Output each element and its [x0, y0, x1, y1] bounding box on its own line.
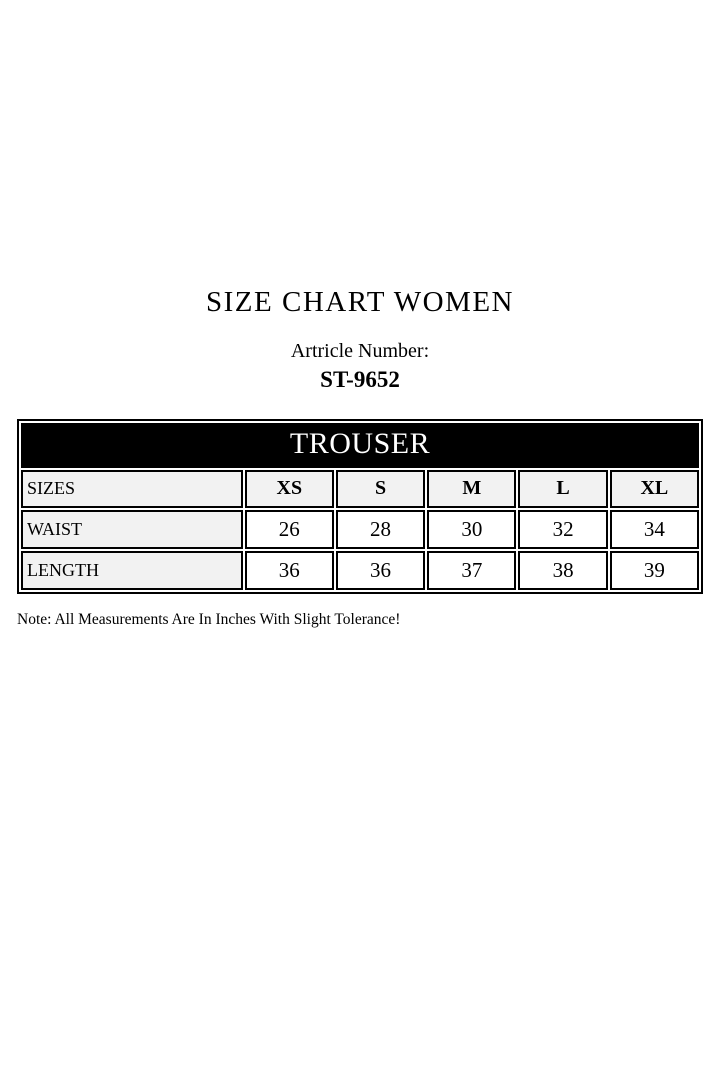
article-number-value: ST-9652 [320, 367, 400, 393]
waist-value-xs: 26 [244, 510, 334, 550]
length-value-s: 36 [335, 551, 426, 591]
waist-value-s: 28 [335, 510, 426, 550]
length-value-xs: 36 [244, 551, 334, 591]
garment-title: TROUSER [21, 422, 699, 469]
article-number-label: Artricle Number: [290, 340, 430, 363]
length-value-l: 38 [518, 551, 608, 591]
row-header-sizes: SIZES [21, 470, 243, 509]
col-header-m: M [427, 470, 517, 509]
col-header-s: S [335, 470, 426, 509]
waist-value-xl: 34 [609, 510, 699, 550]
col-header-xl: XL [609, 470, 699, 509]
waist-value-l: 32 [518, 510, 608, 550]
table-row-length: LENGTH 36 36 37 38 39 [21, 551, 699, 591]
length-value-m: 37 [427, 551, 517, 591]
col-header-xs: XS [244, 470, 334, 509]
size-table: TROUSER SIZES XS S M L XL WAIST 26 28 30… [17, 418, 703, 595]
sizes-header-row: SIZES XS S M L XL [21, 470, 699, 509]
garment-title-row: TROUSER [21, 422, 699, 469]
table-row-waist: WAIST 26 28 30 32 34 [21, 510, 699, 550]
waist-value-m: 30 [427, 510, 517, 550]
page-title: SIZE CHART WOMEN [206, 286, 514, 318]
length-value-xl: 39 [609, 551, 699, 591]
col-header-l: L [518, 470, 608, 509]
row-header-length: LENGTH [21, 551, 243, 591]
measurement-note: Note: All Measurements Are In Inches Wit… [17, 611, 401, 629]
row-header-waist: WAIST [21, 510, 243, 550]
